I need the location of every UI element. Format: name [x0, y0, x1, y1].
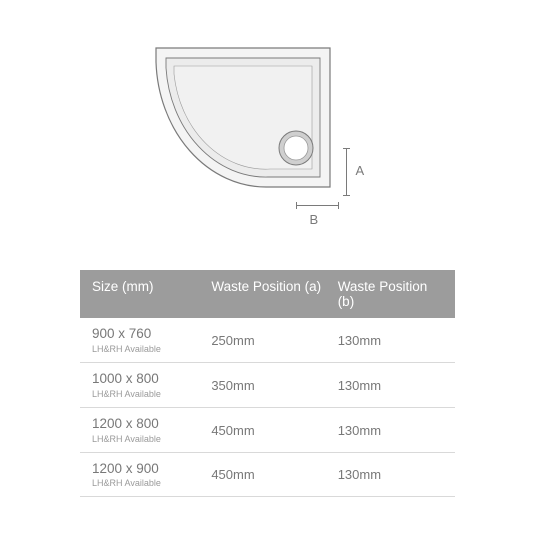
dim-line-a [346, 148, 347, 195]
dim-label-a: A [356, 163, 365, 178]
cell-a: 450mm [211, 423, 337, 438]
cell-b: 130mm [338, 467, 443, 482]
dim-line-b [296, 205, 338, 206]
tray-svg [148, 40, 338, 195]
cell-size-note: LH&RH Available [92, 389, 211, 399]
table-row: 1200 x 900 LH&RH Available 450mm 130mm [80, 453, 455, 498]
cell-size: 1200 x 900 [92, 462, 211, 477]
cell-size: 900 x 760 [92, 327, 211, 342]
cell-b: 130mm [338, 423, 443, 438]
table-header: Size (mm) Waste Position (a) Waste Posit… [80, 270, 455, 318]
spec-table: Size (mm) Waste Position (a) Waste Posit… [80, 270, 455, 497]
cell-b: 130mm [338, 378, 443, 393]
cell-a: 450mm [211, 467, 337, 482]
cell-size: 1000 x 800 [92, 372, 211, 387]
table-row: 1000 x 800 LH&RH Available 350mm 130mm [80, 363, 455, 408]
cell-size-note: LH&RH Available [92, 344, 211, 354]
cell-a: 350mm [211, 378, 337, 393]
col-header-size: Size (mm) [92, 279, 211, 309]
cell-a: 250mm [211, 333, 337, 348]
cell-size-note: LH&RH Available [92, 434, 211, 444]
cell-size-note: LH&RH Available [92, 478, 211, 488]
dim-label-b: B [310, 212, 319, 227]
cell-b: 130mm [338, 333, 443, 348]
table-row: 1200 x 800 LH&RH Available 450mm 130mm [80, 408, 455, 453]
cell-size: 1200 x 800 [92, 417, 211, 432]
tray-diagram: A B [148, 40, 388, 240]
col-header-b: Waste Position (b) [338, 279, 443, 309]
col-header-a: Waste Position (a) [211, 279, 337, 309]
table-row: 900 x 760 LH&RH Available 250mm 130mm [80, 318, 455, 363]
